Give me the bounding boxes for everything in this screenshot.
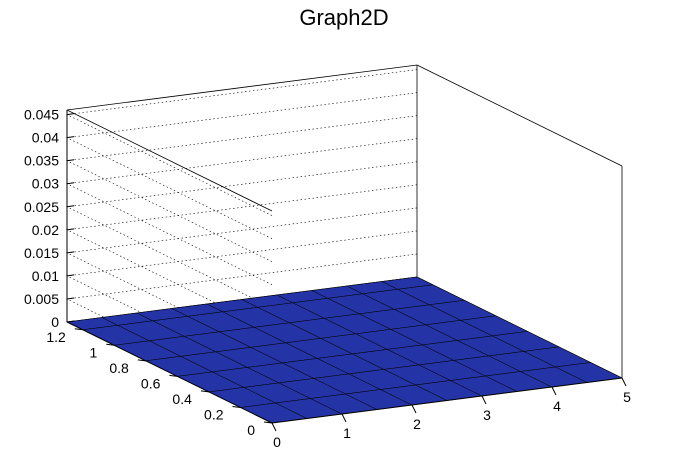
- x-tick-mark: [551, 386, 557, 396]
- z-tick-mark: [66, 182, 75, 185]
- y-tick-label: 0.6: [141, 375, 161, 391]
- y-tick-mark: [200, 390, 209, 393]
- y-tick-label: 0.4: [172, 391, 192, 407]
- z-tick-mark: [66, 320, 75, 323]
- z-tick-label: 0.04: [32, 130, 59, 146]
- z-tick-label: 0.03: [32, 176, 59, 192]
- y-tick-label: 0.2: [204, 407, 224, 423]
- z-tick-label: 0: [51, 314, 59, 330]
- chart-title: Graph2D: [299, 5, 388, 30]
- z-gridline: [65, 69, 418, 216]
- x-tick-label: 4: [553, 398, 561, 414]
- x-tick-label: 3: [483, 407, 491, 423]
- x-tick-label: 0: [273, 434, 281, 450]
- x-tick-mark: [411, 404, 417, 414]
- z-tick-mark: [66, 159, 75, 162]
- z-tick-mark: [66, 205, 75, 208]
- y-tick-mark: [263, 421, 273, 424]
- frame-edge: [416, 64, 623, 167]
- y-tick-label: 0.8: [109, 360, 129, 376]
- y-tick-label: 1: [90, 344, 98, 360]
- x-tick-mark: [481, 395, 487, 405]
- z-tick-mark: [66, 136, 75, 139]
- y-tick-mark: [232, 405, 241, 408]
- z-tick-mark: [66, 274, 75, 277]
- tick-layer: 01234500.20.40.60.811.200.0050.010.0150.…: [24, 107, 631, 450]
- x-axis: [271, 377, 623, 424]
- z-tick-label: 0.025: [24, 199, 59, 215]
- z-gridline: [65, 92, 418, 239]
- z-tick-label: 0.01: [32, 268, 59, 284]
- frame-edge: [66, 109, 273, 212]
- z-tick-mark: [66, 228, 75, 231]
- z-tick-mark: [66, 297, 75, 300]
- z-tick-label: 0.045: [24, 107, 59, 123]
- y-tick-mark: [137, 359, 146, 362]
- y-axis: [66, 321, 273, 424]
- z-tick-label: 0.02: [32, 222, 59, 238]
- y-tick-label: 1.2: [46, 329, 66, 345]
- z-gridline: [65, 138, 418, 285]
- y-tick-mark: [169, 374, 178, 377]
- z-tick-label: 0.015: [24, 245, 59, 261]
- z-tick-mark: [66, 113, 75, 116]
- surface-layer: [66, 276, 623, 424]
- z-tick-label: 0.035: [24, 153, 59, 169]
- z-gridline: [65, 115, 418, 262]
- x-tick-label: 1: [343, 425, 351, 441]
- x-tick-mark: [271, 422, 277, 432]
- x-tick-mark: [341, 413, 347, 423]
- y-tick-mark: [74, 328, 83, 331]
- frame-edge: [66, 64, 418, 111]
- z-tick-mark: [66, 251, 75, 254]
- y-tick-label: 0: [247, 422, 255, 438]
- axis-layer: [66, 110, 627, 432]
- x-tick-label: 2: [413, 416, 421, 432]
- x-tick-mark: [621, 377, 627, 387]
- z-tick-label: 0.005: [24, 291, 59, 307]
- y-tick-mark: [106, 343, 115, 346]
- x-tick-label: 5: [623, 389, 631, 405]
